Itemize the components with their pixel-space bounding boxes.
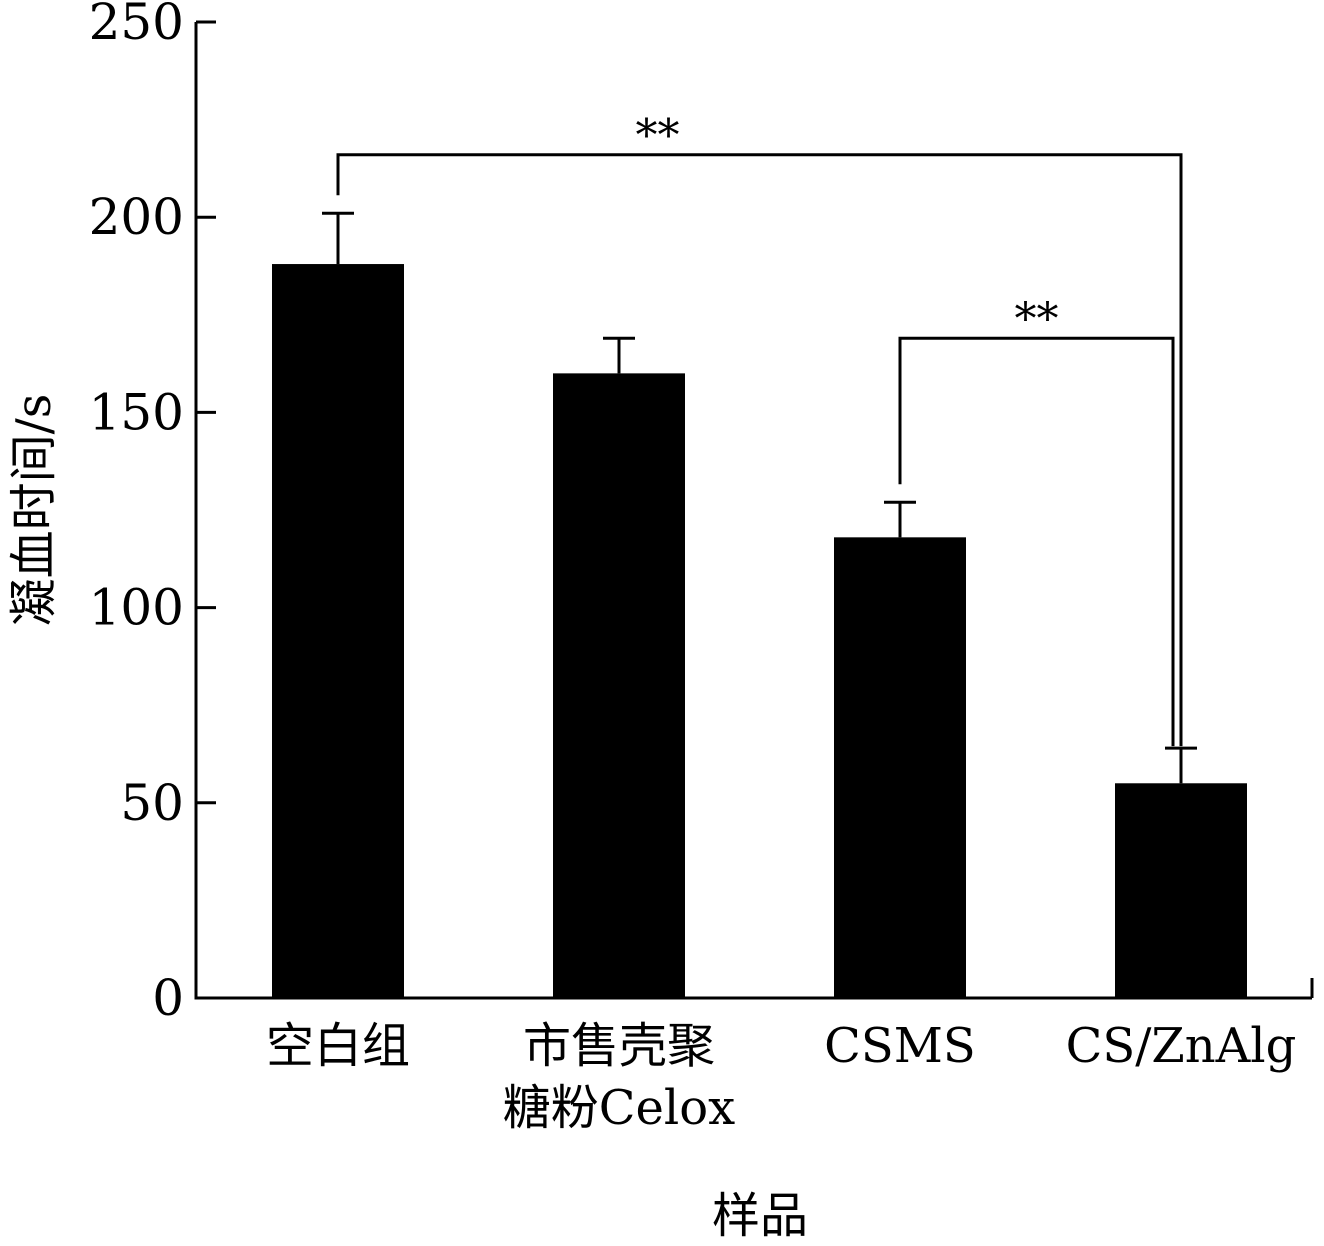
significance-bracket-1 [898, 336, 1175, 747]
y-tick-label-100: 100 [89, 579, 184, 637]
category-label-2: CSMS [824, 1018, 976, 1074]
significance-label-0: ** [636, 111, 680, 162]
bar-3 [1115, 783, 1247, 998]
y-tick-label-50: 50 [120, 774, 184, 832]
y-tick-label-150: 150 [89, 383, 184, 441]
y-tick-label-250: 250 [89, 0, 184, 51]
y-tick-label-0: 0 [152, 969, 184, 1027]
labels: 空白组 市售壳聚糖粉Celox CSMS CS/ZnAlg [266, 1018, 1296, 1136]
y-axis-title: 凝血时间/s [6, 394, 62, 627]
category-label-3: CS/ZnAlg [1066, 1018, 1297, 1074]
axes: 0 50 100 150 200 250 [89, 0, 1314, 1027]
y-tick-label-200: 200 [89, 188, 184, 246]
bar-0 [272, 264, 404, 999]
bar-2 [834, 537, 966, 998]
significance-bracket-0 [336, 153, 1183, 747]
bars [272, 264, 1247, 999]
x-axis-title: 样品 [712, 1188, 808, 1244]
category-label-1: 市售壳聚糖粉Celox [503, 1018, 735, 1136]
significance-label-1: ** [1015, 294, 1059, 345]
significance-brackets: ** ** [336, 111, 1183, 747]
bar-1 [553, 373, 685, 998]
category-label-0: 空白组 [266, 1018, 410, 1074]
error-bars [322, 211, 1197, 784]
